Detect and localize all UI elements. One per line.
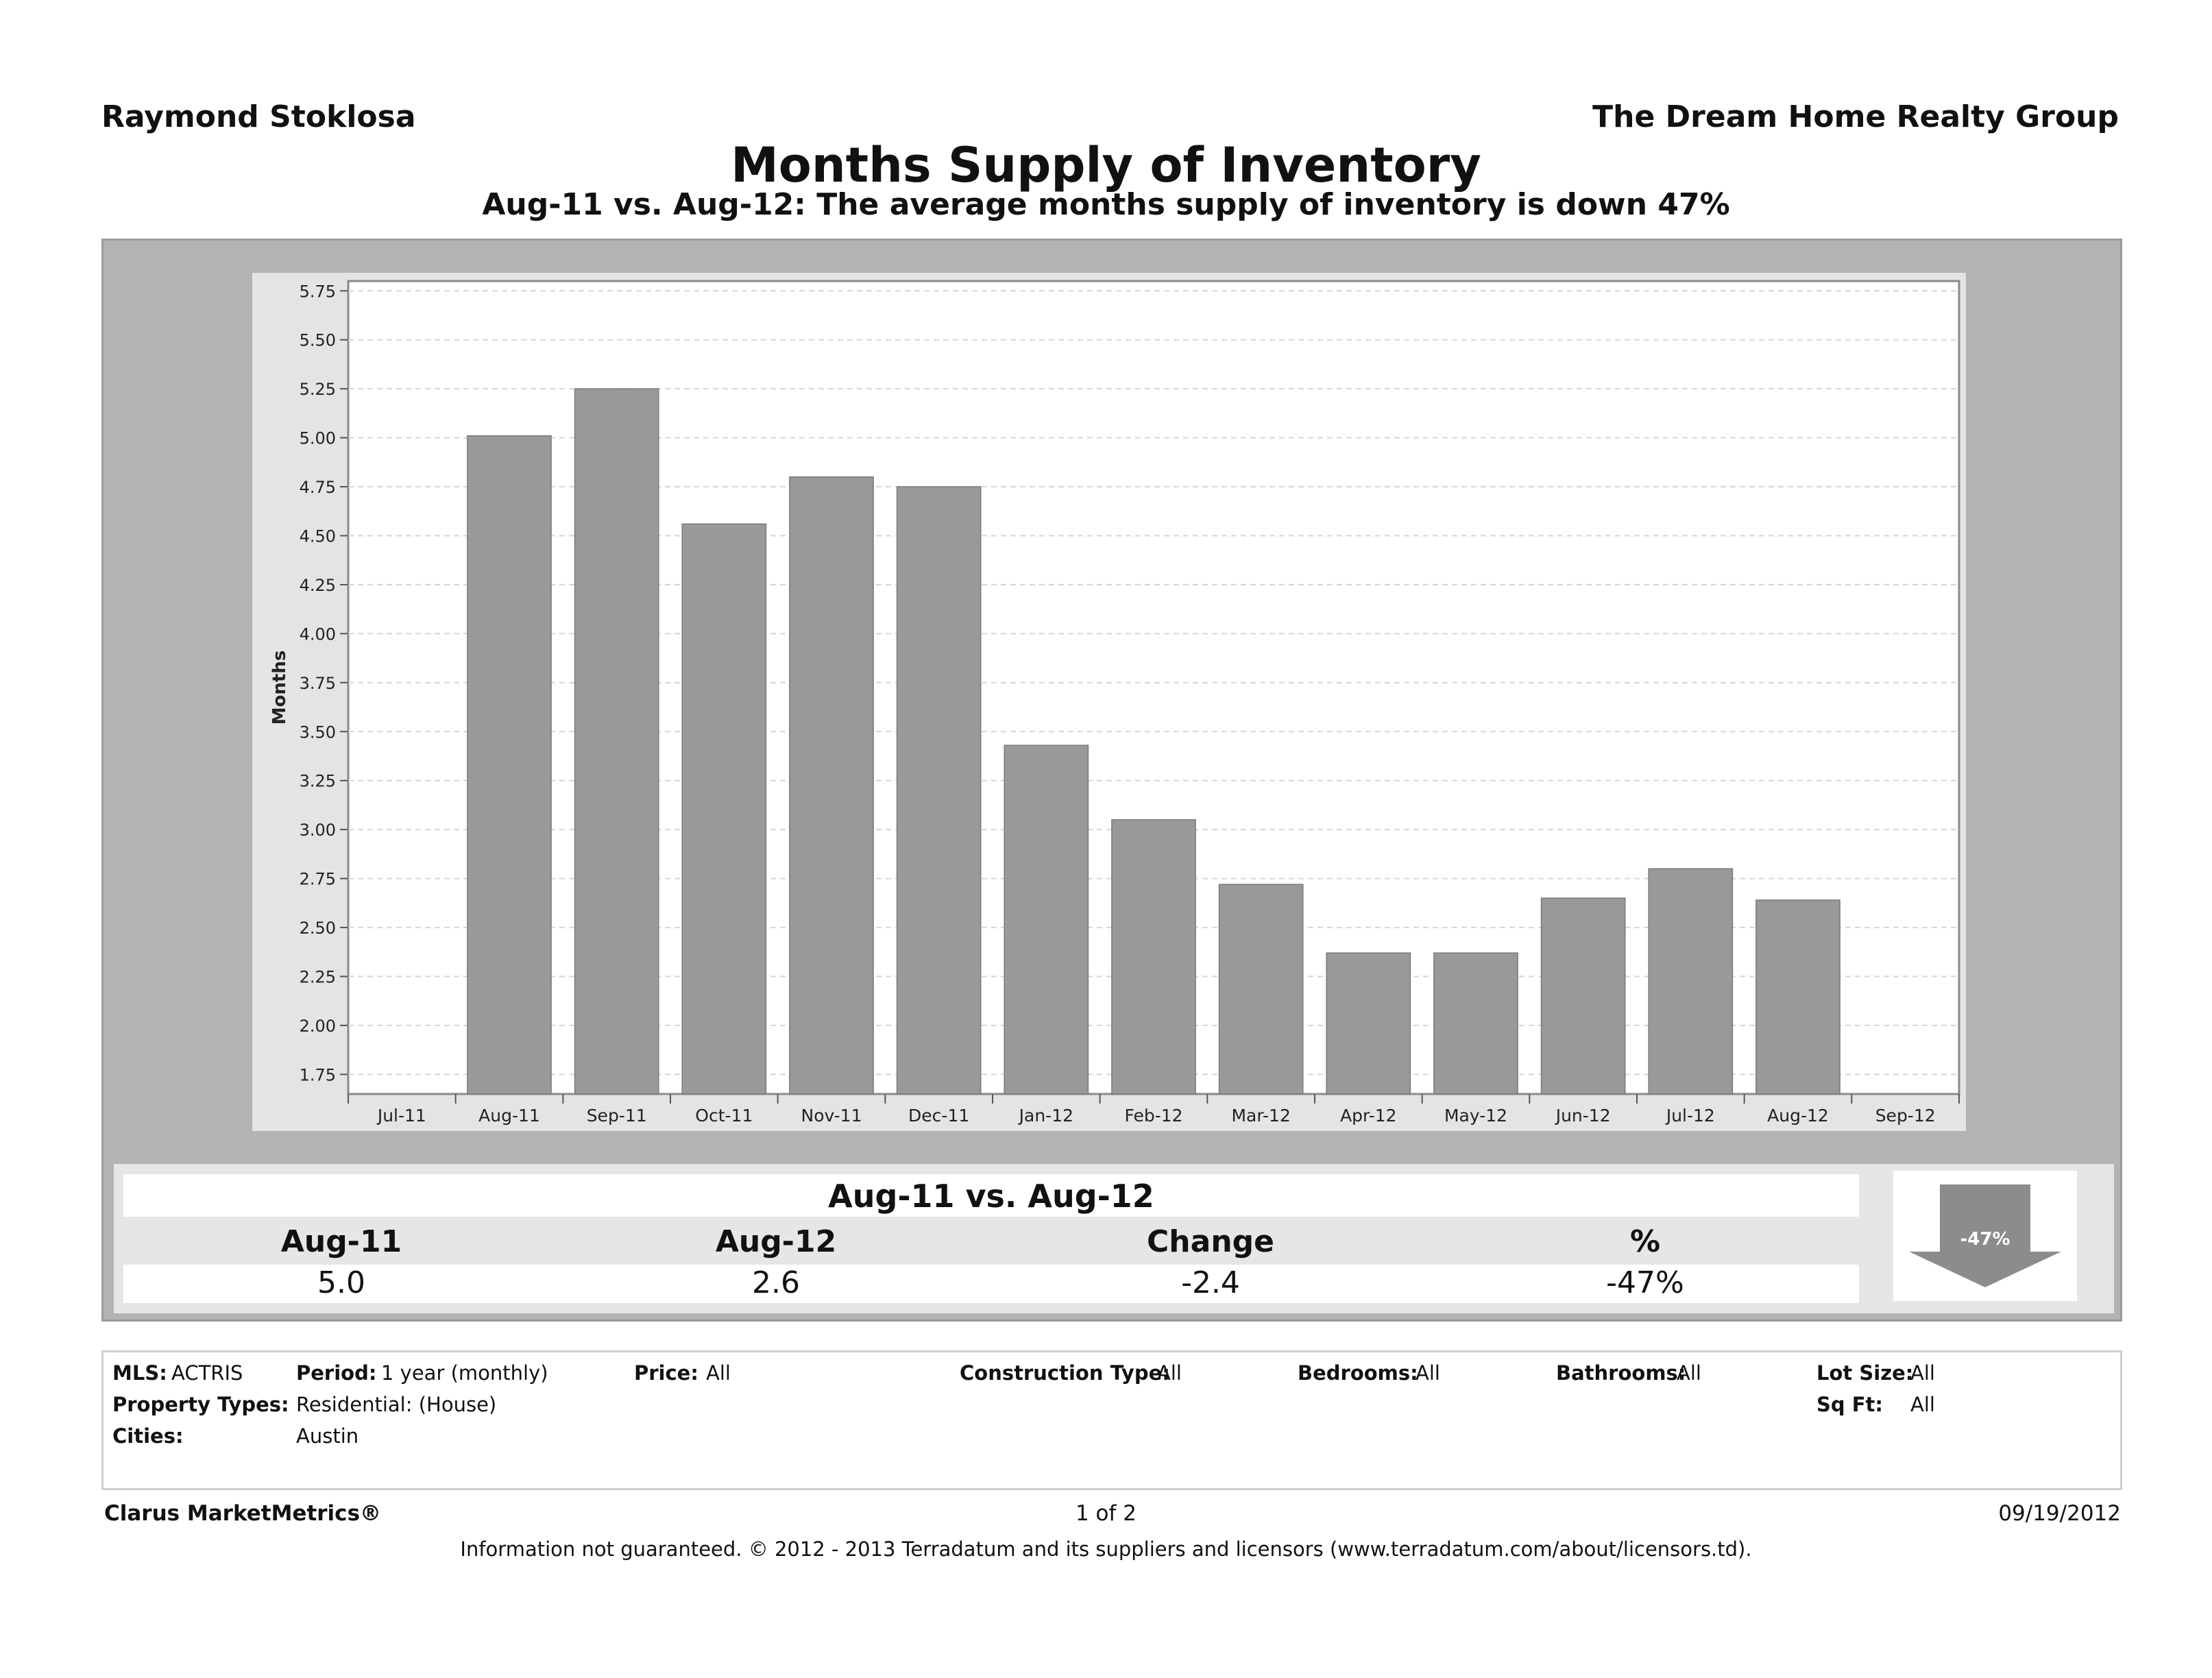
filter-property-types-label: Property Types: bbox=[112, 1393, 289, 1416]
bar-aug-12 bbox=[1755, 899, 1840, 1095]
summary-header-change: Change bbox=[1147, 1224, 1274, 1259]
bar-dec-11 bbox=[896, 486, 982, 1095]
filter-period-label: Period: bbox=[296, 1361, 377, 1385]
x-tick-label: Oct-11 bbox=[695, 1106, 753, 1126]
y-tick-label: 3.25 bbox=[300, 772, 336, 791]
summary-value-aug-11: 5.0 bbox=[317, 1265, 365, 1300]
bar-apr-12 bbox=[1326, 952, 1411, 1095]
filter-sqft-label: Sq Ft: bbox=[1816, 1393, 1884, 1416]
x-tick-label: Jan-12 bbox=[1018, 1106, 1073, 1126]
y-tick-label: 3.00 bbox=[300, 820, 336, 840]
page-title: Months Supply of Inventory bbox=[731, 137, 1481, 193]
bar-oct-11 bbox=[681, 523, 767, 1095]
months-supply-bar-chart: 1.75 2.00 2.25 2.50 2.75 3.00 3.25 3.50 3.75 4.00… bbox=[269, 280, 1960, 1126]
chart-plot-panel: 1.75 2.00 2.25 2.50 2.75 3.00 3.25 3.50 3.75 4.00… bbox=[252, 273, 1966, 1131]
summary-values-band bbox=[123, 1265, 1859, 1303]
y-tick-label: 2.00 bbox=[300, 1017, 336, 1036]
bar-sep-11 bbox=[574, 388, 659, 1095]
bar-feb-12 bbox=[1111, 819, 1196, 1095]
bar-jun-12 bbox=[1540, 897, 1626, 1095]
x-tick-label: Feb-12 bbox=[1124, 1106, 1182, 1126]
x-tick-label: Sep-11 bbox=[587, 1106, 647, 1126]
filter-construction-label: Construction Type: bbox=[960, 1361, 1170, 1385]
y-tick-label: 3.75 bbox=[300, 674, 336, 693]
summary-header-aug-11: Aug-11 bbox=[280, 1224, 402, 1259]
x-tick-label: Jun-12 bbox=[1555, 1106, 1611, 1126]
summary-title-band bbox=[123, 1174, 1859, 1217]
summary-header-percent: % bbox=[1629, 1224, 1661, 1259]
company-name: The Dream Home Realty Group bbox=[1592, 99, 2119, 134]
y-tick-label: 2.50 bbox=[300, 919, 336, 938]
filter-lot-size-value: All bbox=[1910, 1361, 1935, 1385]
y-axis-label: Months bbox=[269, 650, 290, 725]
x-tick-label: Jul-12 bbox=[1665, 1106, 1715, 1126]
arrow-label: -47% bbox=[1960, 1229, 2010, 1250]
x-tick-label: Aug-11 bbox=[478, 1106, 540, 1126]
summary-value-percent: -47% bbox=[1606, 1265, 1684, 1300]
filter-sqft-value: All bbox=[1910, 1393, 1935, 1416]
filter-mls-label: MLS: bbox=[112, 1361, 167, 1385]
filter-price-label: Price: bbox=[634, 1361, 698, 1385]
filter-bedrooms-label: Bedrooms: bbox=[1298, 1361, 1418, 1385]
x-tick-label: Apr-12 bbox=[1340, 1106, 1396, 1126]
y-tick-label: 5.25 bbox=[300, 380, 336, 399]
filter-mls-value: ACTRIS bbox=[171, 1361, 243, 1385]
filter-cities-label: Cities: bbox=[112, 1424, 184, 1448]
filter-bathrooms-label: Bathrooms: bbox=[1556, 1361, 1686, 1385]
filter-lot-size-label: Lot Size: bbox=[1816, 1361, 1914, 1385]
bar-mar-12 bbox=[1218, 884, 1304, 1095]
bar-jul-12 bbox=[1648, 868, 1734, 1095]
filters-box bbox=[101, 1350, 2122, 1490]
footer-date: 09/19/2012 bbox=[1998, 1501, 2121, 1526]
footer-disclaimer: Information not guaranteed. © 2012 - 201… bbox=[460, 1537, 1752, 1561]
y-tick-label: 5.00 bbox=[300, 429, 336, 448]
bar-may-12 bbox=[1433, 952, 1518, 1095]
y-tick-label: 3.50 bbox=[300, 722, 336, 742]
summary-title: Aug-11 vs. Aug-12 bbox=[828, 1178, 1154, 1215]
bar-nov-11 bbox=[789, 476, 874, 1095]
filter-period-value: 1 year (monthly) bbox=[381, 1361, 548, 1385]
bar-aug-11 bbox=[467, 435, 552, 1095]
change-indicator: -47% bbox=[1893, 1171, 2077, 1301]
filter-price-value: All bbox=[706, 1361, 731, 1385]
y-tick-label: 4.75 bbox=[300, 478, 336, 497]
summary-header-aug-12: Aug-12 bbox=[715, 1224, 837, 1259]
footer-brand: Clarus MarketMetrics® bbox=[104, 1501, 382, 1526]
summary-value-aug-12: 2.6 bbox=[752, 1265, 800, 1300]
down-arrow-icon: -47% bbox=[1909, 1184, 2061, 1287]
x-tick-label: Jul-11 bbox=[376, 1106, 426, 1126]
y-tick-label: 5.50 bbox=[300, 331, 336, 350]
y-tick-label: 5.75 bbox=[300, 282, 336, 301]
filter-construction-value: All bbox=[1157, 1361, 1182, 1385]
filter-bathrooms-value: All bbox=[1677, 1361, 1701, 1385]
x-tick-label: Sep-12 bbox=[1875, 1106, 1936, 1126]
y-tick-label: 4.00 bbox=[300, 624, 336, 644]
summary-value-change: -2.4 bbox=[1181, 1265, 1240, 1300]
x-tick-label: Dec-11 bbox=[908, 1106, 969, 1126]
y-tick-label: 2.75 bbox=[300, 870, 336, 889]
agent-name: Raymond Stoklosa bbox=[101, 99, 416, 134]
filter-bedrooms-value: All bbox=[1415, 1361, 1440, 1385]
filter-cities-value: Austin bbox=[296, 1424, 359, 1448]
y-tick-label: 4.25 bbox=[300, 576, 336, 595]
y-tick-label: 1.75 bbox=[300, 1065, 336, 1084]
x-tick-label: Aug-12 bbox=[1767, 1106, 1829, 1126]
bar-jan-12 bbox=[1004, 744, 1089, 1095]
y-tick-label: 2.25 bbox=[300, 968, 336, 987]
filter-property-types-value: Residential: (House) bbox=[296, 1393, 497, 1416]
footer-page-number: 1 of 2 bbox=[1075, 1501, 1137, 1526]
x-tick-label: Nov-11 bbox=[801, 1106, 862, 1126]
y-tick-label: 4.50 bbox=[300, 527, 336, 546]
x-tick-label: Mar-12 bbox=[1231, 1106, 1290, 1126]
page-subtitle: Aug-11 vs. Aug-12: The average months su… bbox=[482, 187, 1730, 222]
x-tick-label: May-12 bbox=[1444, 1106, 1507, 1126]
